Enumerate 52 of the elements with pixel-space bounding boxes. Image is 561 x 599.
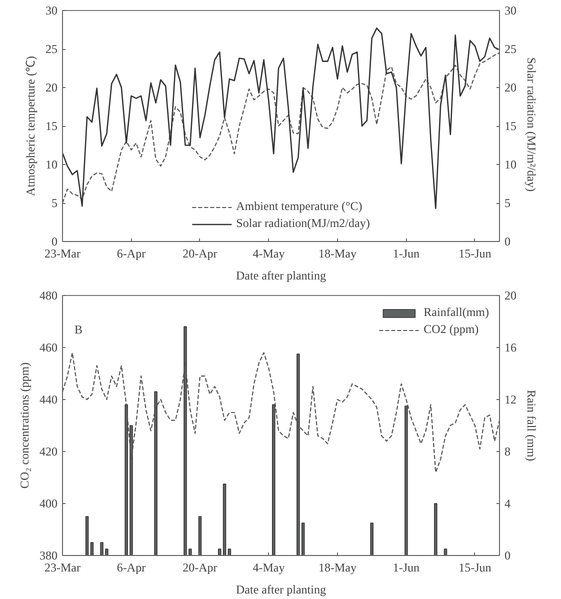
x-axis-title: Date after planting <box>236 582 326 596</box>
x-tick-label: 1-Jun <box>392 560 420 574</box>
x-tick-label: 20-Apr <box>182 246 218 260</box>
x-tick-label: 6-Apr <box>116 246 146 260</box>
line-series <box>62 352 500 473</box>
x-axis-title: Date after planting <box>236 268 326 282</box>
legend-label: Solar radiation(MJ/m2/day) <box>236 216 370 231</box>
legend-label: Ambient temperature (°C) <box>236 199 362 214</box>
x-tick-label: 1-Jun <box>392 246 420 260</box>
y2-tick-label: 20 <box>504 288 516 302</box>
y-tick-label: 15 <box>46 119 58 133</box>
x-tick-label: 18-May <box>318 246 356 260</box>
y-tick-label: 10 <box>46 158 58 172</box>
y2-tick-label: 10 <box>504 158 516 172</box>
y2-tick-label: 0 <box>504 548 510 562</box>
y-tick-label: 5 <box>52 196 58 210</box>
legend-label: CO2 (ppm) <box>424 322 479 337</box>
legend-label: Rainfall(mm) <box>424 305 489 320</box>
x-tick-label: 4-May <box>252 246 285 260</box>
y2-tick-label: 0 <box>504 234 510 248</box>
annotation: B <box>74 322 83 336</box>
y2-tick-label: 30 <box>504 4 516 18</box>
y2-tick-label: 25 <box>504 42 516 56</box>
x-tick-label: 6-Apr <box>116 560 146 574</box>
y2-axis-title: Rain fall (mm) <box>524 390 538 462</box>
y-tick-label: 20 <box>46 80 58 94</box>
y-axis-title: CO₂ concentrations (ppm) <box>18 362 32 489</box>
y2-tick-label: 4 <box>504 496 510 510</box>
y-tick-label: 380 <box>40 548 58 562</box>
y2-tick-label: 20 <box>504 80 516 94</box>
y-tick-label: 440 <box>40 392 58 406</box>
y2-axis-title: Solar radiation (MJ/m²/day) <box>524 57 538 192</box>
y-tick-label: 460 <box>40 340 58 354</box>
y2-tick-label: 12 <box>504 392 516 406</box>
x-tick-label: 23-Mar <box>44 246 81 260</box>
x-tick-label: 23-Mar <box>44 560 81 574</box>
x-tick-label: 4-May <box>252 560 285 574</box>
x-tick-label: 18-May <box>318 560 356 574</box>
y2-tick-label: 8 <box>504 444 510 458</box>
y2-tick-label: 5 <box>504 196 510 210</box>
y-tick-label: 400 <box>40 496 58 510</box>
y-tick-label: 25 <box>46 42 58 56</box>
y-tick-label: 30 <box>46 4 58 18</box>
x-tick-label: 15-Jun <box>458 560 492 574</box>
y-tick-label: 420 <box>40 444 58 458</box>
y-axis-title: Atmospheric temperture (℃) <box>24 56 38 196</box>
y2-tick-label: 16 <box>504 340 516 354</box>
x-tick-label: 15-Jun <box>458 246 492 260</box>
y-tick-label: 480 <box>40 288 58 302</box>
y-tick-label: 0 <box>52 234 58 248</box>
x-tick-label: 20-Apr <box>182 560 218 574</box>
y2-tick-label: 15 <box>504 119 516 133</box>
